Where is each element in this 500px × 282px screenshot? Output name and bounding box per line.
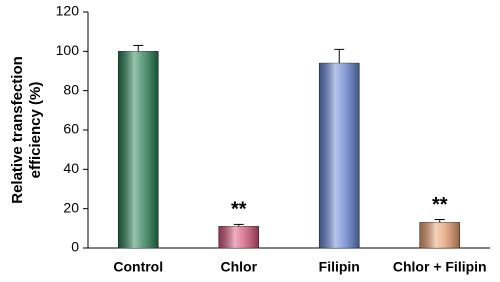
- x-tick-label: Chlor: [220, 259, 257, 275]
- y-tick-label: 100: [56, 42, 80, 58]
- error-bar: [233, 223, 244, 227]
- error-bar: [133, 44, 144, 52]
- y-tick-label: 20: [63, 199, 79, 215]
- significance-mark: **: [231, 199, 247, 221]
- bar-shine: [419, 222, 460, 248]
- y-tick-label: 0: [71, 239, 79, 255]
- error-bar: [434, 218, 445, 223]
- y-axis-title-line: Relative transfection: [9, 56, 26, 204]
- y-tick-label: 60: [63, 121, 79, 137]
- y-axis-title-line: efficiency (%): [27, 82, 44, 179]
- bar-shine: [218, 226, 259, 248]
- y-axis-title: Relative transfection efficiency (%): [9, 56, 44, 204]
- y-tick-label: 80: [63, 81, 79, 97]
- y-tick-label: 40: [63, 160, 79, 176]
- bar-shine: [118, 51, 159, 249]
- x-tick-label: Chlor + Filipin: [393, 259, 487, 275]
- x-tick-label: Control: [113, 259, 163, 275]
- bar-shine: [319, 63, 360, 249]
- significance-mark: **: [432, 194, 448, 216]
- y-tick-label: 120: [56, 3, 80, 19]
- x-tick-label: Filipin: [319, 259, 360, 275]
- error-bar: [334, 48, 345, 64]
